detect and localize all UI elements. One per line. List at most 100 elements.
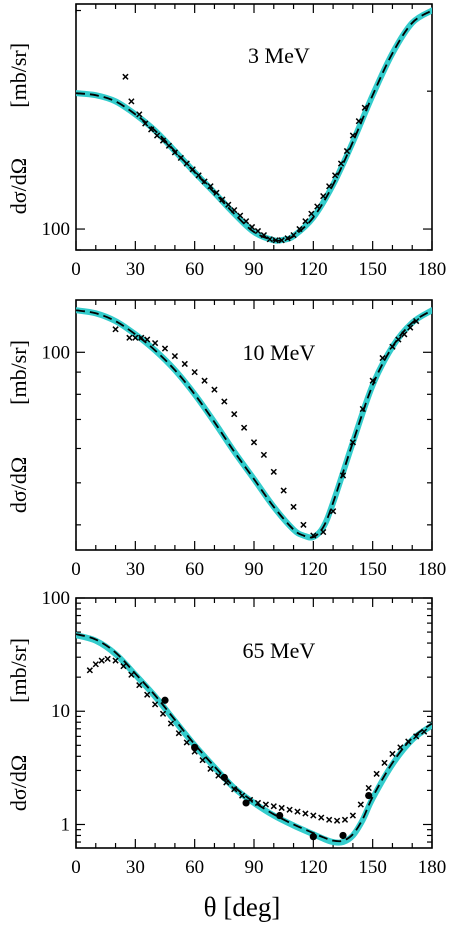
data-point-cross	[407, 324, 414, 331]
data-point-cross	[177, 154, 184, 162]
theory-dashed-curve	[76, 633, 432, 843]
data-point-cross	[290, 231, 297, 239]
data-point-cross	[260, 231, 268, 239]
data-point-cross	[331, 172, 339, 179]
data-point-cross	[381, 759, 388, 767]
x-tick-label: 60	[185, 259, 204, 280]
data-point-cross	[401, 331, 408, 338]
series-layer	[76, 307, 432, 541]
data-point-cross	[357, 801, 364, 808]
x-tick-label: 0	[71, 559, 81, 580]
data-point-cross	[122, 73, 129, 80]
data-point-cross	[349, 812, 357, 819]
data-point-cross	[296, 225, 303, 233]
data-point-cross	[333, 817, 341, 824]
data-point-cross	[239, 792, 246, 799]
energy-annotation: 3 MeV	[248, 43, 310, 68]
data-point-cross	[397, 744, 404, 751]
data-point-cross	[413, 733, 420, 740]
y-tick-label: 100	[42, 588, 71, 609]
data-point-dot	[365, 791, 373, 800]
data-point-cross	[310, 532, 317, 539]
data-point-cross	[240, 424, 248, 431]
data-point-cross	[159, 710, 167, 717]
data-point-cross	[349, 132, 357, 139]
data-point-cross	[389, 750, 396, 758]
data-point-cross	[260, 451, 268, 459]
data-point-cross	[136, 111, 143, 118]
data-point-cross	[270, 468, 277, 475]
data-point-cross	[389, 343, 396, 350]
data-point-cross	[320, 528, 327, 536]
data-point-cross	[183, 160, 190, 167]
data-point-cross	[413, 317, 420, 325]
data-point-cross	[211, 386, 218, 393]
data-point-cross	[337, 160, 345, 167]
chart-panel-3: 0 30 60 90 120 150 180 1 10 100 dσ/dΩ [mb/sr] 65 MeV…	[6, 588, 446, 922]
data-point-cross	[294, 808, 301, 815]
data-point-cross	[142, 120, 149, 127]
data-point-cross	[112, 657, 119, 664]
energy-annotation: 65 MeV	[243, 638, 316, 663]
data-point-cross	[128, 671, 135, 678]
data-point-cross	[104, 655, 111, 663]
data-point-cross	[195, 172, 202, 179]
data-point-cross	[284, 235, 291, 242]
data-point-cross	[339, 472, 347, 479]
data-point-cross	[250, 439, 258, 446]
data-point-cross	[248, 223, 256, 231]
data-point-cross	[395, 336, 402, 343]
data-point-cross	[343, 147, 351, 155]
data-point-cross	[167, 720, 175, 727]
data-point-cross	[420, 728, 428, 735]
data-point-cross	[373, 770, 380, 777]
data-point-cross	[171, 149, 179, 156]
data-point-cross	[308, 210, 315, 217]
data-point-cross	[144, 691, 151, 698]
x-tick-label: 90	[245, 559, 264, 580]
y-tick-label: 100	[42, 342, 71, 363]
data-point-cross	[280, 487, 287, 494]
chart-panel-1: 0 30 60 90 120 150 180 100 dσ/dΩ [mb/sr] 3 MeV	[6, 3, 447, 280]
x-tick-label: 30	[126, 559, 145, 580]
x-tick-label: 120	[299, 857, 328, 878]
y-axis-unit: [mb/sr]	[6, 638, 31, 703]
data-point-cross	[183, 739, 190, 746]
x-tick-label: 180	[418, 259, 447, 280]
data-point-cross	[126, 334, 133, 341]
y-tick-label: 1	[61, 814, 71, 835]
data-point-cross	[120, 663, 127, 670]
data-point-cross	[290, 503, 297, 511]
data-point-cross	[92, 661, 99, 668]
data-point-cross	[86, 667, 93, 674]
y-axis-label: dσ/dΩ	[6, 158, 31, 214]
data-point-cross	[199, 757, 206, 764]
data-point-cross	[326, 183, 333, 190]
data-point-cross	[171, 352, 179, 360]
data-point-cross	[98, 657, 105, 664]
data-point-cross	[148, 126, 155, 133]
data-point-cross	[181, 360, 188, 368]
data-point-dot	[242, 799, 250, 807]
data-point-cross	[302, 218, 309, 225]
data-point-cross	[144, 336, 151, 343]
data-point-cross	[266, 236, 273, 243]
chart-panel-2: 0 30 60 90 120 150 180 100 dσ/dΩ [mb/sr] 10 MeV	[6, 299, 446, 580]
data-point-dot	[191, 743, 199, 751]
data-point-cross	[254, 227, 262, 235]
data-point-cross	[201, 178, 208, 185]
data-point-cross	[237, 212, 244, 219]
data-point-cross	[128, 98, 135, 105]
data-point-cross	[225, 201, 232, 208]
data-point-cross	[254, 799, 262, 807]
data-point-cross	[272, 237, 279, 244]
data-point-cross	[326, 816, 333, 823]
data-point-cross	[302, 810, 309, 817]
x-tick-label: 120	[299, 259, 328, 280]
x-tick-label: 90	[245, 857, 264, 878]
data-point-cross	[341, 816, 349, 823]
data-point-cross	[213, 189, 220, 196]
data-point-cross	[369, 377, 376, 384]
data-point-cross	[132, 334, 139, 341]
x-tick-label: 120	[299, 559, 328, 580]
